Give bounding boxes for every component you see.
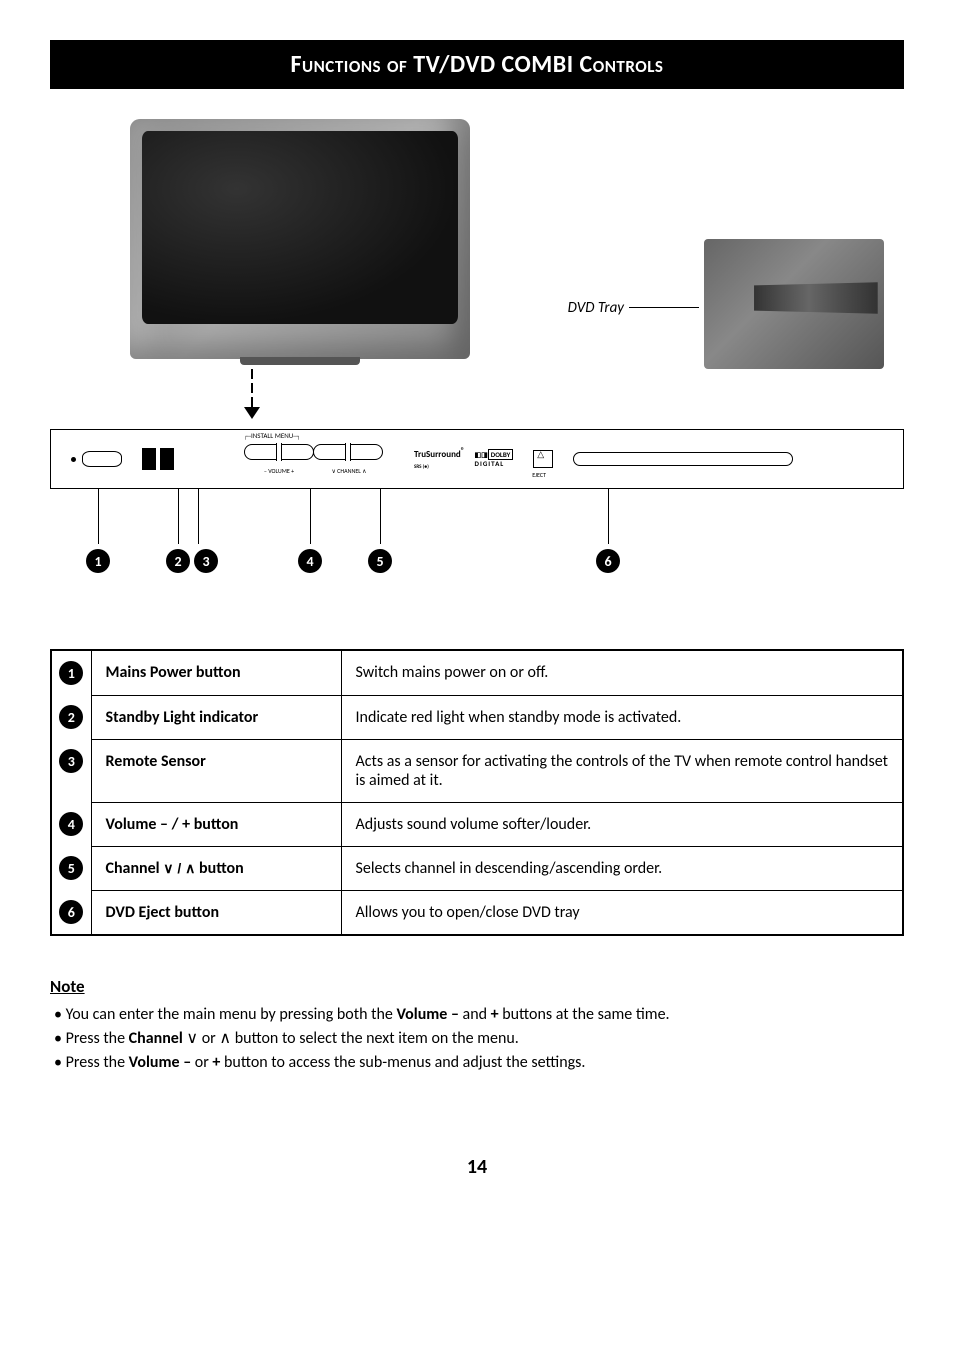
number-badge: 5 — [59, 856, 83, 880]
install-menu-label: ┌─INSTALL MENU─┐ — [244, 431, 384, 440]
tv-screen — [142, 131, 458, 324]
table-row: 6 DVD Eject buttonAllows you to open/clos… — [51, 890, 903, 935]
note-item: Press the Channel ∨ or ∧ button to selec… — [54, 1027, 904, 1051]
control-desc-cell: Allows you to open/close DVD tray — [341, 890, 903, 935]
callout-lines: 1 2 3 4 5 6 — [50, 489, 904, 559]
row-number-cell: 4 — [51, 802, 91, 846]
panel-logos: TruSurround®SRS (●) ◧◨DOLBYDIGITAL — [414, 447, 513, 471]
row-number-cell: 2 — [51, 695, 91, 739]
standby-light-shape — [142, 448, 156, 470]
page-title-bar: Functions of TV/DVD COMBI Controls — [50, 40, 904, 89]
dolby-logo: ◧◨DOLBYDIGITAL — [475, 450, 514, 468]
number-badge: 4 — [59, 812, 83, 836]
down-arrow-icon — [240, 369, 264, 424]
note-item: You can enter the main menu by pressing … — [54, 1003, 904, 1027]
row-number-cell: 5 — [51, 846, 91, 890]
note-list: You can enter the main menu by pressing … — [50, 1003, 904, 1075]
callout-line-2 — [178, 489, 179, 544]
number-badge: 1 — [59, 661, 83, 685]
callout-badge-4: 4 — [298, 549, 322, 573]
control-desc-cell: Adjusts sound volume softer/louder. — [341, 802, 903, 846]
eject-label: EJECT — [532, 471, 546, 479]
control-name-cell: Channel ∨ / ∧ button — [91, 846, 341, 890]
callout-line-1 — [98, 489, 99, 544]
title-main: TV/DVD COMBI — [407, 50, 579, 79]
volume-rocker-label: – VOLUME + — [244, 467, 314, 475]
callout-badge-2: 2 — [166, 549, 190, 573]
number-badge: 2 — [59, 705, 83, 729]
row-number-cell: 1 — [51, 650, 91, 695]
remote-sensor-shape — [160, 448, 174, 470]
dvd-tray-leader-line — [629, 307, 699, 308]
note-section: Note You can enter the main menu by pres… — [50, 976, 904, 1075]
rocker-group: ┌─INSTALL MENU─┐ – VOLUME + ∨ CHANNEL ∧ — [244, 444, 384, 475]
number-badge: 3 — [59, 749, 83, 773]
control-name-cell: Volume – / + button — [91, 802, 341, 846]
tv-illustration — [130, 119, 490, 389]
volume-rocker — [244, 444, 314, 460]
row-number-cell: 3 — [51, 739, 91, 802]
table-row: 5 Channel ∨ / ∧ buttonSelects channel in … — [51, 846, 903, 890]
trusurround-logo: TruSurround®SRS (●) — [414, 447, 465, 471]
control-name-cell: DVD Eject button — [91, 890, 341, 935]
callout-badge-5: 5 — [368, 549, 392, 573]
controls-table: 1 Mains Power buttonSwitch mains power on… — [50, 649, 904, 936]
diagram-area: DVD Tray ┌─INSTALL MENU─┐ – VOLUME + ∨ C… — [50, 119, 904, 549]
callout-line-3 — [198, 489, 199, 544]
dvd-tray-label: DVD Tray — [568, 299, 624, 317]
callout-line-5 — [380, 489, 381, 544]
channel-rocker — [313, 444, 383, 460]
callout-badge-6: 6 — [596, 549, 620, 573]
channel-rocker-label: ∨ CHANNEL ∧ — [314, 467, 384, 475]
tv-base — [240, 357, 360, 365]
control-desc-cell: Acts as a sensor for activating the cont… — [341, 739, 903, 802]
dvd-tray-slot — [573, 452, 793, 466]
page-number: 14 — [50, 1155, 904, 1179]
table-row: 3 Remote SensorActs as a sensor for activ… — [51, 739, 903, 802]
callout-line-4 — [310, 489, 311, 544]
dvd-tray-illustration — [704, 239, 884, 369]
control-name-cell: Mains Power button — [91, 650, 341, 695]
control-desc-cell: Switch mains power on or off. — [341, 650, 903, 695]
number-badge: 6 — [59, 900, 83, 924]
control-name-cell: Remote Sensor — [91, 739, 341, 802]
control-desc-cell: Selects channel in descending/ascending … — [341, 846, 903, 890]
title-suffix: Controls — [580, 50, 664, 79]
control-name-cell: Standby Light indicator — [91, 695, 341, 739]
page-title: Functions of TV/DVD COMBI Controls — [291, 50, 664, 79]
control-desc-cell: Indicate red light when standby mode is … — [341, 695, 903, 739]
power-button-shape — [82, 451, 122, 467]
table-row: 1 Mains Power buttonSwitch mains power on… — [51, 650, 903, 695]
callout-line-6 — [608, 489, 609, 544]
control-panel-diagram: ┌─INSTALL MENU─┐ – VOLUME + ∨ CHANNEL ∧ … — [50, 429, 904, 489]
callout-badge-1: 1 — [86, 549, 110, 573]
note-item: Press the Volume – or + button to access… — [54, 1051, 904, 1075]
eject-button-shape: EJECT — [533, 450, 553, 468]
tv-body — [130, 119, 470, 359]
table-row: 2 Standby Light indicatorIndicate red lig… — [51, 695, 903, 739]
power-led-icon — [71, 457, 76, 462]
title-prefix: Functions of — [291, 50, 408, 79]
callout-badge-3: 3 — [194, 549, 218, 573]
note-heading: Note — [50, 976, 904, 997]
table-row: 4 Volume – / + buttonAdjusts sound volume… — [51, 802, 903, 846]
row-number-cell: 6 — [51, 890, 91, 935]
